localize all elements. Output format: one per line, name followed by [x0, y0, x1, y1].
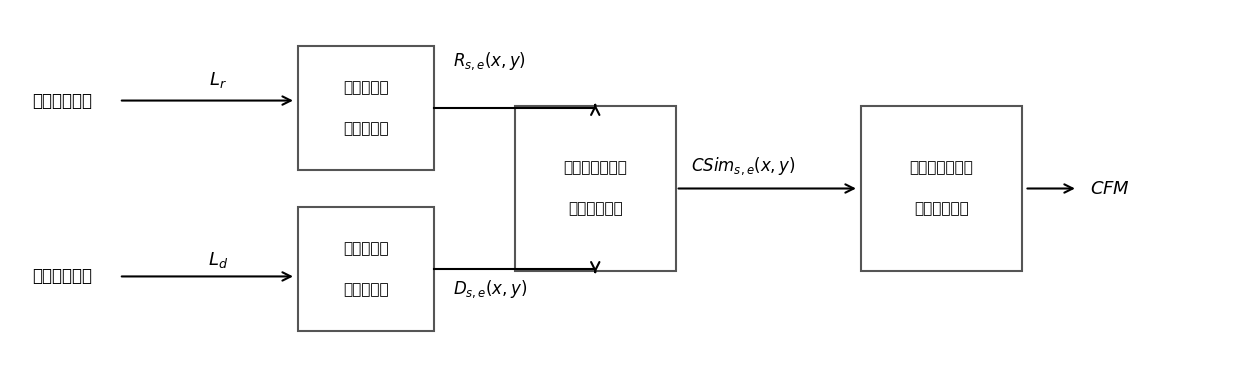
Text: 失真光场图像: 失真光场图像 — [32, 267, 92, 285]
Text: $\mathit{CFM}$: $\mathit{CFM}$ — [1090, 179, 1130, 198]
Text: $\mathit{R}_{s,e}(x,y)$: $\mathit{R}_{s,e}(x,y)$ — [453, 51, 526, 72]
Bar — [515, 106, 676, 271]
Text: $\mathit{CSim}_{s,e}(x,y)$: $\mathit{CSim}_{s,e}(x,y)$ — [691, 155, 795, 177]
Text: 多尺度轮廓: 多尺度轮廓 — [343, 80, 389, 95]
Text: $\mathit{L}_{d}$: $\mathit{L}_{d}$ — [208, 250, 228, 270]
Text: 参考光场图像: 参考光场图像 — [32, 92, 92, 110]
Text: 波特征提取: 波特征提取 — [343, 121, 389, 136]
Bar — [299, 46, 434, 170]
Bar — [862, 106, 1022, 271]
Text: 波特征提取: 波特征提取 — [343, 282, 389, 297]
Text: 多尺度轮廓波特: 多尺度轮廓波特 — [563, 161, 627, 175]
Text: 多尺度轮廓波特: 多尺度轮廓波特 — [910, 161, 973, 175]
Text: 多尺度轮廓: 多尺度轮廓 — [343, 241, 389, 256]
Text: $\mathit{D}_{s,e}(x,y)$: $\mathit{D}_{s,e}(x,y)$ — [453, 279, 527, 300]
Text: 征相似度融合: 征相似度融合 — [914, 202, 968, 216]
Text: 征相似度度量: 征相似度度量 — [568, 202, 622, 216]
Text: $\mathit{L}_{r}$: $\mathit{L}_{r}$ — [210, 70, 227, 90]
Bar — [299, 207, 434, 331]
